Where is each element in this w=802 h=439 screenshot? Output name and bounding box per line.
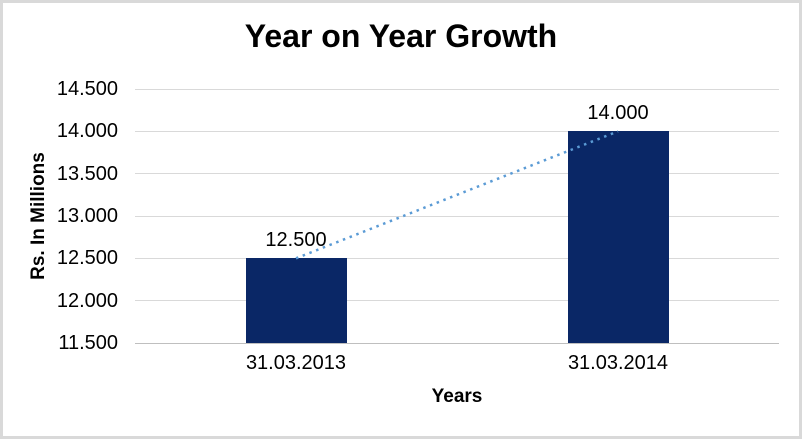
gridline [135,215,779,217]
gridline [135,88,779,90]
gridline [135,300,779,302]
gridline [135,257,779,259]
y-tick-label: 14.000 [56,120,118,143]
trendline[interactable] [295,130,619,260]
data-label: 12.500 [265,229,327,252]
y-tick-label: 11.500 [58,332,118,354]
bar-31.03.2013[interactable] [245,258,347,343]
y-tick-label: 13.500 [56,162,118,185]
x-axis-title: Years [431,386,483,407]
data-label: 14.000 [587,102,649,125]
y-tick-label: 12.000 [56,289,118,312]
bar-31.03.2014[interactable] [567,131,669,343]
chart-title: Year on Year Growth [244,18,558,54]
gridline [135,130,779,132]
y-tick-label: 13.000 [56,205,118,227]
y-tick-label: 14.500 [56,78,118,100]
gridline [135,173,779,175]
x-tick-label: 31.03.2014 [567,352,669,374]
y-tick-label: 12.500 [56,247,118,270]
x-tick-label: 31.03.2013 [245,352,347,374]
x-axis-line [135,342,779,344]
